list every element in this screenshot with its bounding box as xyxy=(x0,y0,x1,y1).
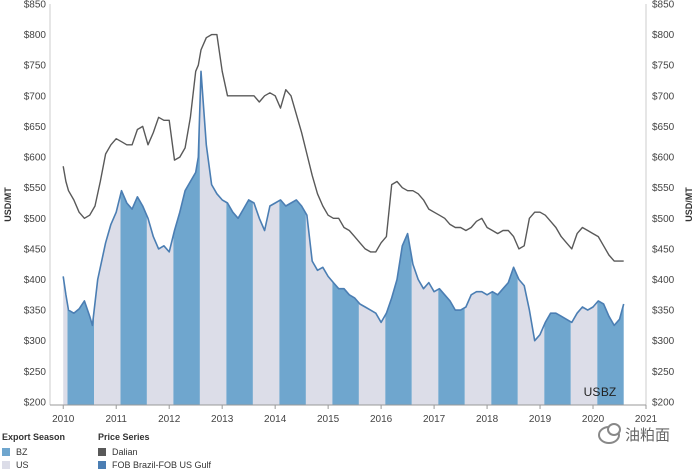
y-tick-label-right: $550 xyxy=(652,183,675,194)
series-line-fob-brazil-fob-us-gulf xyxy=(62,70,625,342)
y-tick-label-left: $700 xyxy=(24,91,47,102)
legend-price-series: Price Series Dalian FOB Brazil-FOB US Gu… xyxy=(98,432,211,471)
season-area-us-8 xyxy=(252,200,280,405)
legend-swatch-dalian xyxy=(98,447,106,456)
y-tick-label-left: $600 xyxy=(24,153,47,164)
y-axis-title-right: USD/MT xyxy=(684,187,694,222)
x-tick-label: 2016 xyxy=(370,414,393,425)
y-tick-label-right: $400 xyxy=(652,275,675,286)
y-tick-label-right: $450 xyxy=(652,244,675,255)
series-line-dalian xyxy=(62,33,624,262)
season-area-bz-19 xyxy=(544,313,571,405)
legend-item-bz: BZ xyxy=(2,445,65,458)
legend-label-us: US xyxy=(16,459,29,470)
y-axis-title-left: USD/MT xyxy=(3,187,13,222)
x-tick-label: 2020 xyxy=(582,414,605,425)
y-tick-label-right: $500 xyxy=(652,214,675,225)
y-tick-label-right: $850 xyxy=(652,0,675,11)
y-tick-label-right: $200 xyxy=(652,397,675,408)
legend-price-series-title: Price Series xyxy=(98,432,150,442)
season-area-bz-15 xyxy=(438,288,465,405)
y-tick-label-left: $800 xyxy=(24,30,47,41)
y-tick-label-left: $650 xyxy=(24,122,47,133)
legend-label-fob: FOB Brazil-FOB US Gulf xyxy=(112,459,212,470)
x-tick-label: 2018 xyxy=(476,414,499,425)
y-tick-label-left: $300 xyxy=(24,336,47,347)
y-tick-label-left: $450 xyxy=(24,244,47,255)
x-tick-label: 2021 xyxy=(635,414,658,425)
season-area-us-6 xyxy=(199,71,227,406)
y-tick-label-left: $850 xyxy=(24,0,47,11)
y-tick-label-left: $350 xyxy=(24,306,47,317)
y-tick-label-right: $350 xyxy=(652,306,675,317)
season-label-us: US xyxy=(584,385,601,399)
legend-export-season-title: Export Season xyxy=(2,432,66,442)
x-tick-label: 2010 xyxy=(52,414,75,425)
season-area-bz-7 xyxy=(226,199,253,405)
legend-swatch-us xyxy=(2,460,10,469)
legend-swatch-bz xyxy=(2,447,10,456)
watermark: 油粕面 xyxy=(598,422,671,445)
season-area-us-0 xyxy=(63,276,68,405)
y-tick-label-right: $750 xyxy=(652,61,675,72)
y-tick-label-left: $400 xyxy=(24,275,47,286)
season-label-bz: BZ xyxy=(601,385,616,399)
y-tick-label-right: $600 xyxy=(652,153,675,164)
season-area-us-16 xyxy=(464,291,492,405)
legend-label-dalian: Dalian xyxy=(112,446,138,457)
season-area-us-20 xyxy=(570,302,598,405)
y-tick-label-right: $800 xyxy=(652,30,675,41)
season-area-bz-17 xyxy=(491,267,518,405)
y-tick-label-right: $650 xyxy=(652,122,675,133)
y-tick-label-right: $300 xyxy=(652,336,675,347)
x-tick-label: 2015 xyxy=(317,414,340,425)
x-tick-label: 2019 xyxy=(529,414,552,425)
x-tick-label: 2017 xyxy=(423,414,446,425)
season-area-bz-5 xyxy=(173,105,200,405)
wechat-icon xyxy=(598,422,621,444)
x-tick-label: 2013 xyxy=(211,414,234,425)
x-tick-label: 2012 xyxy=(158,414,181,425)
season-area-bz-9 xyxy=(279,199,306,405)
x-tick-label: 2014 xyxy=(264,414,287,425)
y-tick-label-right: $250 xyxy=(652,367,675,378)
chart-canvas: $200 $200 $250 $250 $300 $300 $350 $350 $400 $400… xyxy=(3,0,694,425)
legend-export-season: Export Season BZ US xyxy=(2,432,65,471)
season-area-bz-11 xyxy=(332,281,359,405)
y-tick-label-right: $700 xyxy=(652,91,675,102)
legend-item-dalian: Dalian xyxy=(98,445,211,458)
y-tick-label-left: $550 xyxy=(24,183,47,194)
season-area-bz-13 xyxy=(385,233,412,405)
season-area-us-14 xyxy=(411,258,439,405)
season-area-us-12 xyxy=(358,302,386,405)
season-area-us-18 xyxy=(517,277,545,405)
season-area-bz-21 xyxy=(597,300,624,405)
season-area-us-4 xyxy=(146,215,174,405)
legend-label-bz: BZ xyxy=(16,446,28,457)
legend-swatch-fob xyxy=(98,460,106,469)
season-area-us-2 xyxy=(94,195,121,405)
season-area-bz-3 xyxy=(120,190,147,405)
y-tick-label-left: $250 xyxy=(24,367,47,378)
x-tick-label: 2011 xyxy=(105,414,127,425)
y-tick-label-left: $500 xyxy=(24,214,47,225)
watermark-text: 油粕面 xyxy=(625,427,671,444)
season-area-us-10 xyxy=(305,213,333,405)
y-tick-label-left: $750 xyxy=(24,61,47,72)
legend-item-us: US xyxy=(2,458,65,471)
y-tick-label-left: $200 xyxy=(24,397,47,408)
season-area-bz-1 xyxy=(67,300,94,405)
legend-item-fob: FOB Brazil-FOB US Gulf xyxy=(98,458,211,471)
